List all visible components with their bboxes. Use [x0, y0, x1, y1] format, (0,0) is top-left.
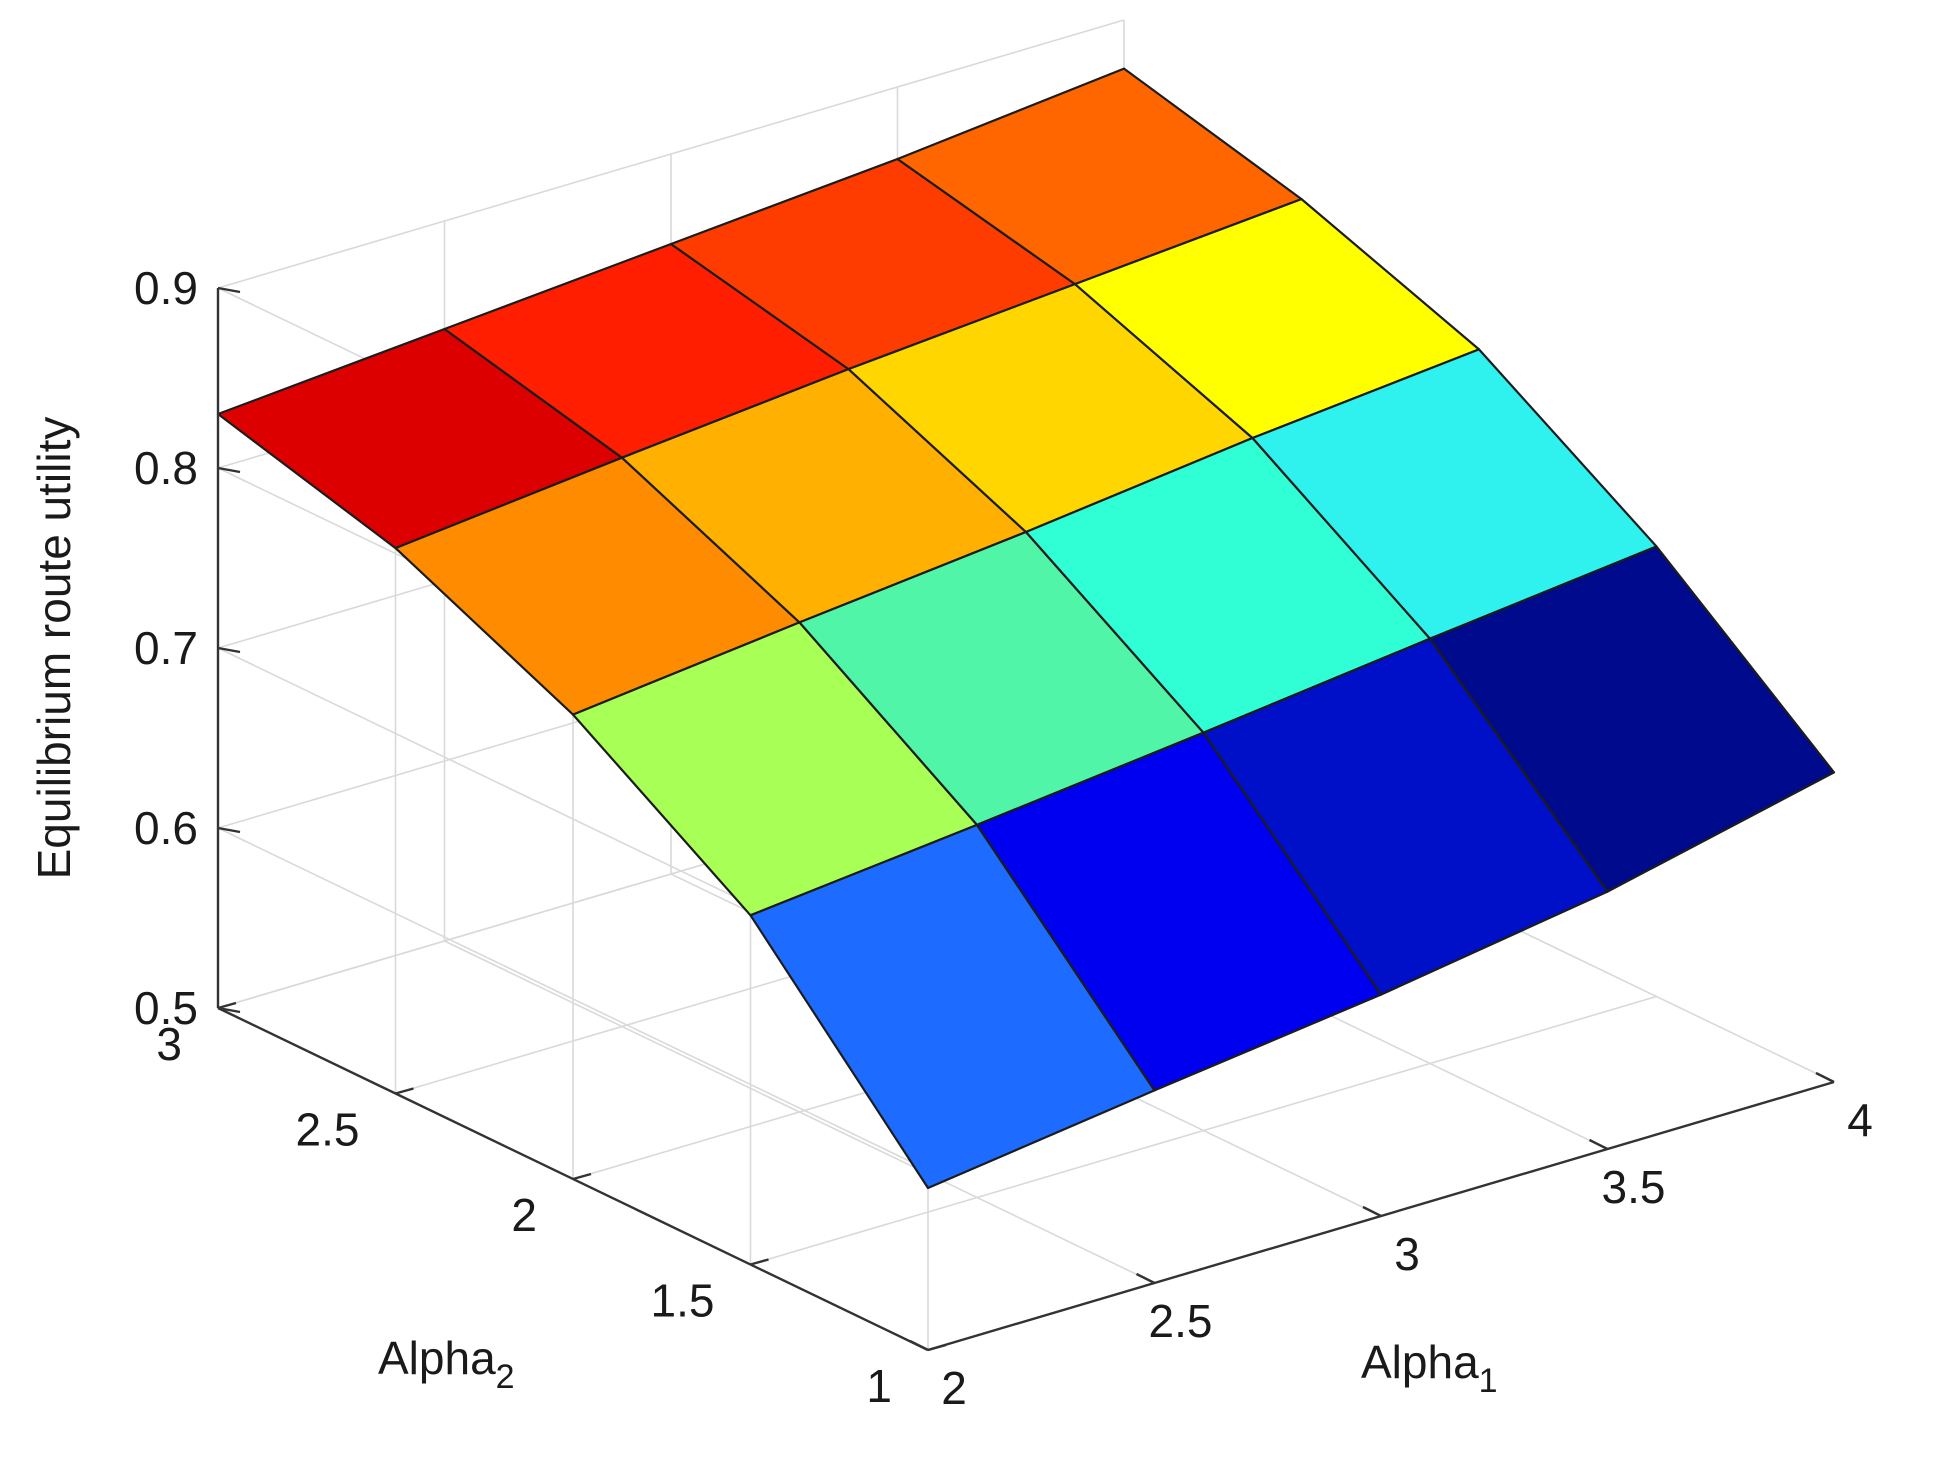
y-axis-label: Alpha2 [378, 1332, 515, 1396]
y-tick-mark [217, 1001, 237, 1010]
tick-labels: 0.5 0.6 0.7 0.8 0.9 1 1.5 2 2.5 3 2 2.5 3 3.5 4 [134, 262, 1873, 1414]
x-tick-mark [1362, 1205, 1382, 1218]
y-tick-mark [750, 1258, 769, 1266]
y-tick-label: 1 [866, 1360, 892, 1412]
y-tick-label: 3 [156, 1018, 182, 1070]
axes [216, 286, 1835, 1352]
z-tick-mark [217, 1006, 241, 1014]
surface-cell [1428, 545, 1836, 893]
z-tick-mark [217, 286, 241, 294]
z-tick-label: 0.6 [134, 802, 198, 854]
z-tick-mark [217, 646, 241, 654]
x-tick-mark [909, 1339, 929, 1352]
z-tick-mark [217, 466, 241, 474]
z-tick-label: 0.8 [134, 442, 198, 494]
y-tick-mark [395, 1087, 414, 1095]
z-tick-label: 0.5 [134, 982, 198, 1034]
x-tick-mark [1588, 1138, 1609, 1151]
grid-line [750, 995, 1657, 1266]
surface [216, 67, 1836, 1190]
x-tick-mark [1815, 1071, 1835, 1084]
y-tick-label: 2 [511, 1189, 537, 1241]
y-tick-mark [927, 1343, 947, 1352]
x-tick-label: 2.5 [1149, 1295, 1213, 1347]
x-axis-label: Alpha1 [1361, 1336, 1498, 1400]
x-tick-mark [1135, 1272, 1156, 1285]
y-tick-mark [572, 1172, 592, 1181]
x-tick-label: 3 [1394, 1228, 1420, 1280]
z-tick-label: 0.9 [134, 262, 198, 314]
y-tick-label: 1.5 [651, 1275, 715, 1327]
x-tick-label: 3.5 [1602, 1161, 1666, 1213]
z-tick-mark [217, 826, 241, 834]
z-tick-label: 0.7 [134, 622, 198, 674]
z-axis-label: Equilibrium route utility [28, 417, 80, 880]
y-tick-label: 2.5 [296, 1104, 360, 1156]
x-tick-label: 2 [941, 1362, 967, 1414]
x-tick-label: 4 [1847, 1094, 1873, 1146]
